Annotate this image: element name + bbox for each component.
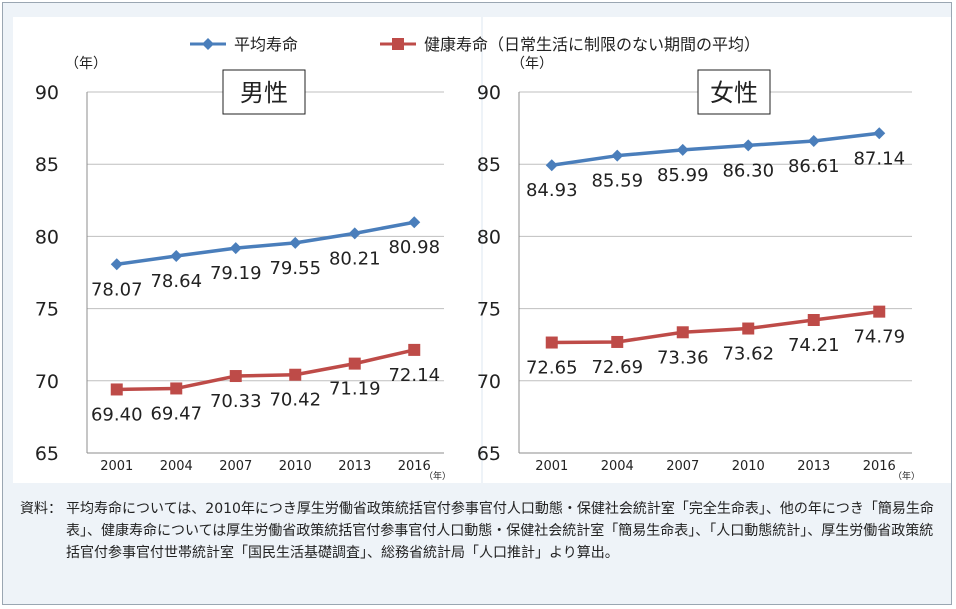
data-point-2-2001 bbox=[110, 383, 123, 396]
x-tick-label-2013: 2013 bbox=[338, 459, 371, 474]
data-label-1-2010: 79.55 bbox=[269, 258, 321, 279]
data-point-1-2010 bbox=[742, 139, 755, 152]
y-tick-label-90: 90 bbox=[477, 82, 501, 104]
data-point-1-2016 bbox=[408, 216, 421, 229]
series-2: 69.40 69.47 70.33 70.42 71.19 72.14 bbox=[91, 343, 440, 425]
data-label-2-2004: 69.47 bbox=[150, 403, 202, 424]
data-point-1-2001 bbox=[110, 258, 123, 271]
x-tick-label-2007: 2007 bbox=[666, 459, 699, 474]
data-point-1-2007 bbox=[229, 242, 242, 255]
data-point-1-2013 bbox=[348, 227, 361, 240]
x-tick-label-2004: 2004 bbox=[601, 459, 634, 474]
x-tick-label-2001: 2001 bbox=[535, 459, 568, 474]
y-tick-label-80: 80 bbox=[35, 226, 59, 248]
data-point-2-2013 bbox=[348, 357, 361, 370]
legend-marker-2 bbox=[392, 38, 404, 50]
data-point-2-2010 bbox=[289, 368, 302, 381]
data-label-1-2001: 84.93 bbox=[526, 180, 578, 201]
data-point-1-2004 bbox=[611, 149, 624, 162]
x-tick-label-2010: 2010 bbox=[732, 459, 765, 474]
data-point-1-2001 bbox=[545, 159, 558, 172]
data-label-1-2016: 80.98 bbox=[388, 237, 440, 258]
x-tick-label-2010: 2010 bbox=[279, 459, 312, 474]
data-label-1-2013: 86.61 bbox=[788, 156, 840, 177]
data-label-2-2016: 74.79 bbox=[853, 327, 905, 348]
y-tick-label-85: 85 bbox=[35, 154, 59, 176]
data-label-1-2004: 85.59 bbox=[591, 171, 643, 192]
series-line-1 bbox=[551, 131, 880, 167]
legend-label-1: 平均寿命 bbox=[234, 35, 298, 54]
y-tick-label-65: 65 bbox=[477, 443, 501, 465]
series-2: 72.65 72.69 73.36 73.62 74.21 74.79 bbox=[526, 305, 905, 379]
data-point-1-2013 bbox=[807, 134, 820, 147]
series-1: 78.07 78.64 79.19 79.55 80.21 80.98 bbox=[91, 216, 440, 300]
data-label-2-2010: 70.42 bbox=[269, 390, 321, 411]
data-point-1-2010 bbox=[289, 236, 302, 249]
y-axis-unit-label: （年） bbox=[511, 56, 553, 72]
data-label-2-2013: 74.21 bbox=[788, 335, 840, 356]
data-point-2-2010 bbox=[742, 322, 755, 335]
y-tick-label-75: 75 bbox=[35, 299, 59, 321]
panel-title: 男性 bbox=[240, 79, 288, 107]
data-point-1-2007 bbox=[676, 143, 689, 156]
series-line-1 bbox=[116, 220, 415, 267]
x-axis-unit-label: （年） bbox=[893, 470, 920, 482]
source-note-text: 平均寿命については、2010年につき厚生労働省政策統括官付参事官付人口動態・保健… bbox=[66, 501, 934, 561]
data-label-2-2016: 72.14 bbox=[388, 365, 440, 386]
x-tick-label-2007: 2007 bbox=[219, 459, 252, 474]
legend-label-2: 健康寿命（日常生活に制限のない期間の平均） bbox=[424, 35, 760, 54]
data-point-2-2013 bbox=[807, 314, 820, 327]
data-point-2-2016 bbox=[408, 343, 421, 356]
y-tick-label-80: 80 bbox=[477, 226, 501, 248]
data-point-1-2004 bbox=[170, 250, 183, 263]
panel-title-box bbox=[697, 69, 771, 115]
data-label-1-2013: 80.21 bbox=[329, 248, 381, 269]
y-axis-unit-label: （年） bbox=[65, 56, 107, 72]
data-label-2-2010: 73.62 bbox=[722, 344, 774, 365]
data-label-1-2001: 78.07 bbox=[91, 279, 143, 300]
data-label-2-2013: 71.19 bbox=[329, 379, 381, 400]
x-axis-unit-label: （年） bbox=[424, 470, 451, 482]
x-tick-label-2001: 2001 bbox=[100, 459, 133, 474]
data-label-2-2004: 72.69 bbox=[591, 357, 643, 378]
y-tick-label-65: 65 bbox=[35, 443, 59, 465]
series-line-2 bbox=[116, 348, 415, 392]
data-label-1-2007: 79.19 bbox=[210, 263, 262, 284]
data-label-1-2007: 85.99 bbox=[657, 165, 709, 186]
data-point-2-2007 bbox=[229, 370, 242, 383]
data-label-1-2016: 87.14 bbox=[853, 148, 905, 169]
x-tick-label-2013: 2013 bbox=[797, 459, 830, 474]
data-point-2-2016 bbox=[873, 305, 886, 318]
x-tick-label-2016: 2016 bbox=[863, 459, 896, 474]
y-tick-label-90: 90 bbox=[35, 82, 59, 104]
y-tick-label-70: 70 bbox=[477, 371, 501, 393]
chart-legend: 平均寿命 健康寿命（日常生活に制限のない期間の平均） bbox=[190, 35, 760, 54]
panel-title: 女性 bbox=[710, 79, 758, 107]
data-point-1-2016 bbox=[873, 127, 886, 140]
data-label-1-2010: 86.30 bbox=[722, 160, 774, 181]
series-1: 84.93 85.59 85.99 86.30 86.61 87.14 bbox=[526, 127, 905, 201]
y-tick-label-75: 75 bbox=[477, 299, 501, 321]
panel-title-box bbox=[222, 69, 306, 115]
data-label-2-2007: 73.36 bbox=[657, 347, 709, 368]
data-label-2-2001: 72.65 bbox=[526, 358, 578, 379]
data-label-2-2007: 70.33 bbox=[210, 391, 262, 412]
data-point-2-2007 bbox=[676, 326, 689, 339]
data-label-1-2004: 78.64 bbox=[150, 271, 202, 292]
source-note-label: 資料： bbox=[20, 501, 62, 517]
data-point-2-2004 bbox=[170, 382, 183, 395]
y-tick-label-85: 85 bbox=[477, 154, 501, 176]
y-tick-label-70: 70 bbox=[35, 371, 59, 393]
x-tick-label-2004: 2004 bbox=[160, 459, 193, 474]
data-point-2-2004 bbox=[611, 335, 624, 348]
legend-marker-1 bbox=[202, 38, 214, 50]
x-tick-label-2016: 2016 bbox=[398, 459, 431, 474]
chart-svg: 平均寿命 健康寿命（日常生活に制限のない期間の平均） 65 70 75 80 85 90 20… bbox=[35, 35, 920, 482]
series-line-2 bbox=[551, 309, 880, 345]
data-point-2-2001 bbox=[545, 336, 558, 349]
data-label-2-2001: 69.40 bbox=[91, 404, 143, 425]
